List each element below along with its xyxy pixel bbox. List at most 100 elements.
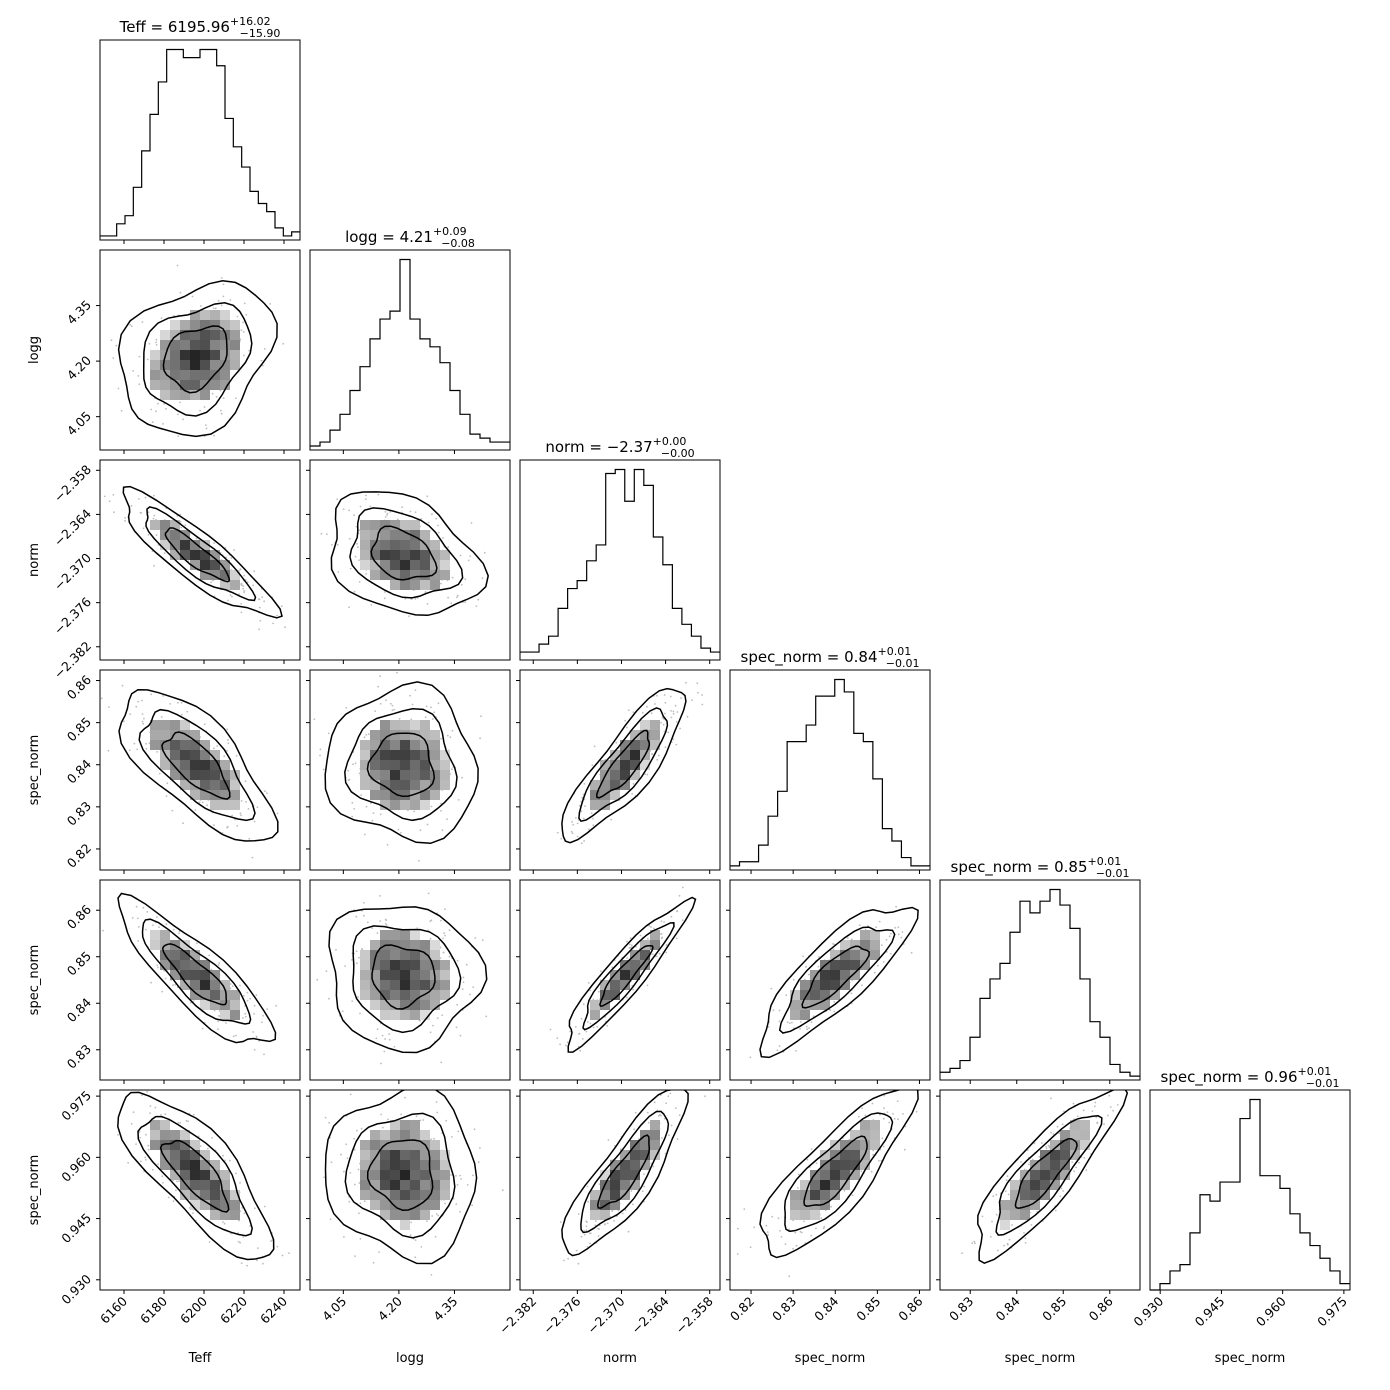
density-contour bbox=[759, 906, 919, 1059]
sample-point bbox=[1062, 1190, 1065, 1192]
density-cell bbox=[400, 520, 410, 530]
sample-point bbox=[131, 917, 134, 919]
sample-point bbox=[431, 513, 433, 516]
sample-point bbox=[1073, 1170, 1076, 1173]
density-cell bbox=[810, 970, 820, 980]
panel-frame bbox=[99, 39, 301, 241]
scatter-panel-4-5 bbox=[936, 1089, 1141, 1294]
sample-point bbox=[163, 969, 166, 972]
density-cell bbox=[370, 770, 380, 780]
density-cell bbox=[410, 1210, 420, 1220]
sample-point bbox=[1050, 1097, 1052, 1100]
density-cell bbox=[360, 530, 370, 540]
density-cell bbox=[410, 750, 420, 760]
sample-point bbox=[736, 1253, 739, 1255]
sample-point bbox=[776, 1049, 779, 1052]
sample-point bbox=[179, 401, 181, 404]
sample-point bbox=[915, 1110, 918, 1113]
sample-point bbox=[276, 1245, 279, 1248]
density-cell bbox=[620, 760, 630, 770]
sample-point bbox=[447, 596, 449, 599]
sample-point bbox=[1094, 1105, 1096, 1108]
sample-point bbox=[137, 700, 140, 703]
sample-point bbox=[434, 1235, 437, 1238]
density-cell bbox=[1030, 1180, 1040, 1190]
sample-point bbox=[641, 711, 644, 714]
density-cell bbox=[430, 580, 440, 590]
sample-point bbox=[213, 1009, 216, 1012]
density-cell bbox=[800, 1180, 810, 1190]
density-cell bbox=[220, 310, 230, 320]
sample-point bbox=[385, 919, 388, 922]
sample-point bbox=[199, 1145, 202, 1147]
sample-point bbox=[222, 397, 225, 400]
density-cell bbox=[440, 1190, 450, 1200]
sample-point bbox=[358, 772, 361, 775]
sample-point bbox=[220, 304, 223, 307]
y-tick-label: 0.86 bbox=[64, 672, 94, 702]
sample-point bbox=[227, 739, 229, 741]
sample-point bbox=[124, 519, 126, 522]
density-cell bbox=[150, 360, 160, 370]
density-cell bbox=[830, 1150, 840, 1160]
density-cell bbox=[360, 1160, 370, 1170]
sample-point bbox=[973, 1240, 976, 1243]
sample-point bbox=[269, 303, 272, 305]
y-tick-label: 0.83 bbox=[64, 1041, 94, 1071]
sample-point bbox=[598, 1183, 601, 1185]
sample-point bbox=[212, 307, 215, 310]
sample-point bbox=[589, 1022, 592, 1025]
sample-point bbox=[177, 1122, 180, 1124]
density-cell bbox=[420, 730, 430, 740]
density-cell bbox=[390, 580, 400, 590]
sample-point bbox=[851, 1194, 854, 1197]
sample-point bbox=[230, 557, 233, 559]
sample-point bbox=[593, 745, 596, 748]
sample-point bbox=[261, 1021, 263, 1024]
sample-point bbox=[151, 421, 154, 424]
sample-point bbox=[1056, 1125, 1059, 1128]
sample-point bbox=[611, 966, 614, 969]
sample-point bbox=[327, 732, 330, 735]
density-cell bbox=[190, 970, 200, 980]
density-cell bbox=[220, 1180, 230, 1190]
density-cell bbox=[420, 790, 430, 800]
density-cell bbox=[410, 560, 420, 570]
sample-point bbox=[883, 1117, 885, 1120]
sample-point bbox=[353, 590, 356, 593]
density-cell bbox=[600, 980, 610, 990]
density-cell bbox=[390, 960, 400, 970]
sample-point bbox=[771, 1215, 774, 1218]
sample-point bbox=[410, 598, 413, 601]
density-cell bbox=[160, 330, 170, 340]
density-cell bbox=[200, 1180, 210, 1190]
density-contour bbox=[159, 1139, 230, 1213]
density-cell bbox=[170, 1160, 180, 1170]
sample-point bbox=[820, 1217, 823, 1220]
sample-point bbox=[655, 955, 658, 958]
sample-point bbox=[249, 997, 252, 1000]
sample-point bbox=[880, 944, 883, 946]
sample-point bbox=[469, 993, 471, 996]
sample-point bbox=[788, 1228, 791, 1231]
sample-point bbox=[213, 747, 215, 750]
sample-point bbox=[108, 706, 110, 708]
sample-point bbox=[437, 1214, 440, 1217]
sample-point bbox=[588, 828, 590, 831]
x-tick-label: 0.86 bbox=[1086, 1293, 1116, 1323]
x-axis-label: Teff bbox=[188, 1351, 213, 1366]
x-tick-label: −2.358 bbox=[673, 1293, 716, 1336]
density-cell bbox=[190, 310, 200, 320]
density-cell bbox=[1020, 1190, 1030, 1200]
sample-point bbox=[479, 737, 481, 740]
sample-point bbox=[261, 596, 264, 598]
sample-point bbox=[410, 718, 413, 721]
sample-point bbox=[248, 349, 251, 352]
sample-point bbox=[883, 1107, 885, 1110]
sample-point bbox=[214, 307, 217, 310]
sample-point bbox=[437, 702, 440, 705]
x-tick-label: −2.370 bbox=[584, 1293, 627, 1336]
density-cell bbox=[1020, 1180, 1030, 1190]
sample-point bbox=[234, 818, 237, 821]
